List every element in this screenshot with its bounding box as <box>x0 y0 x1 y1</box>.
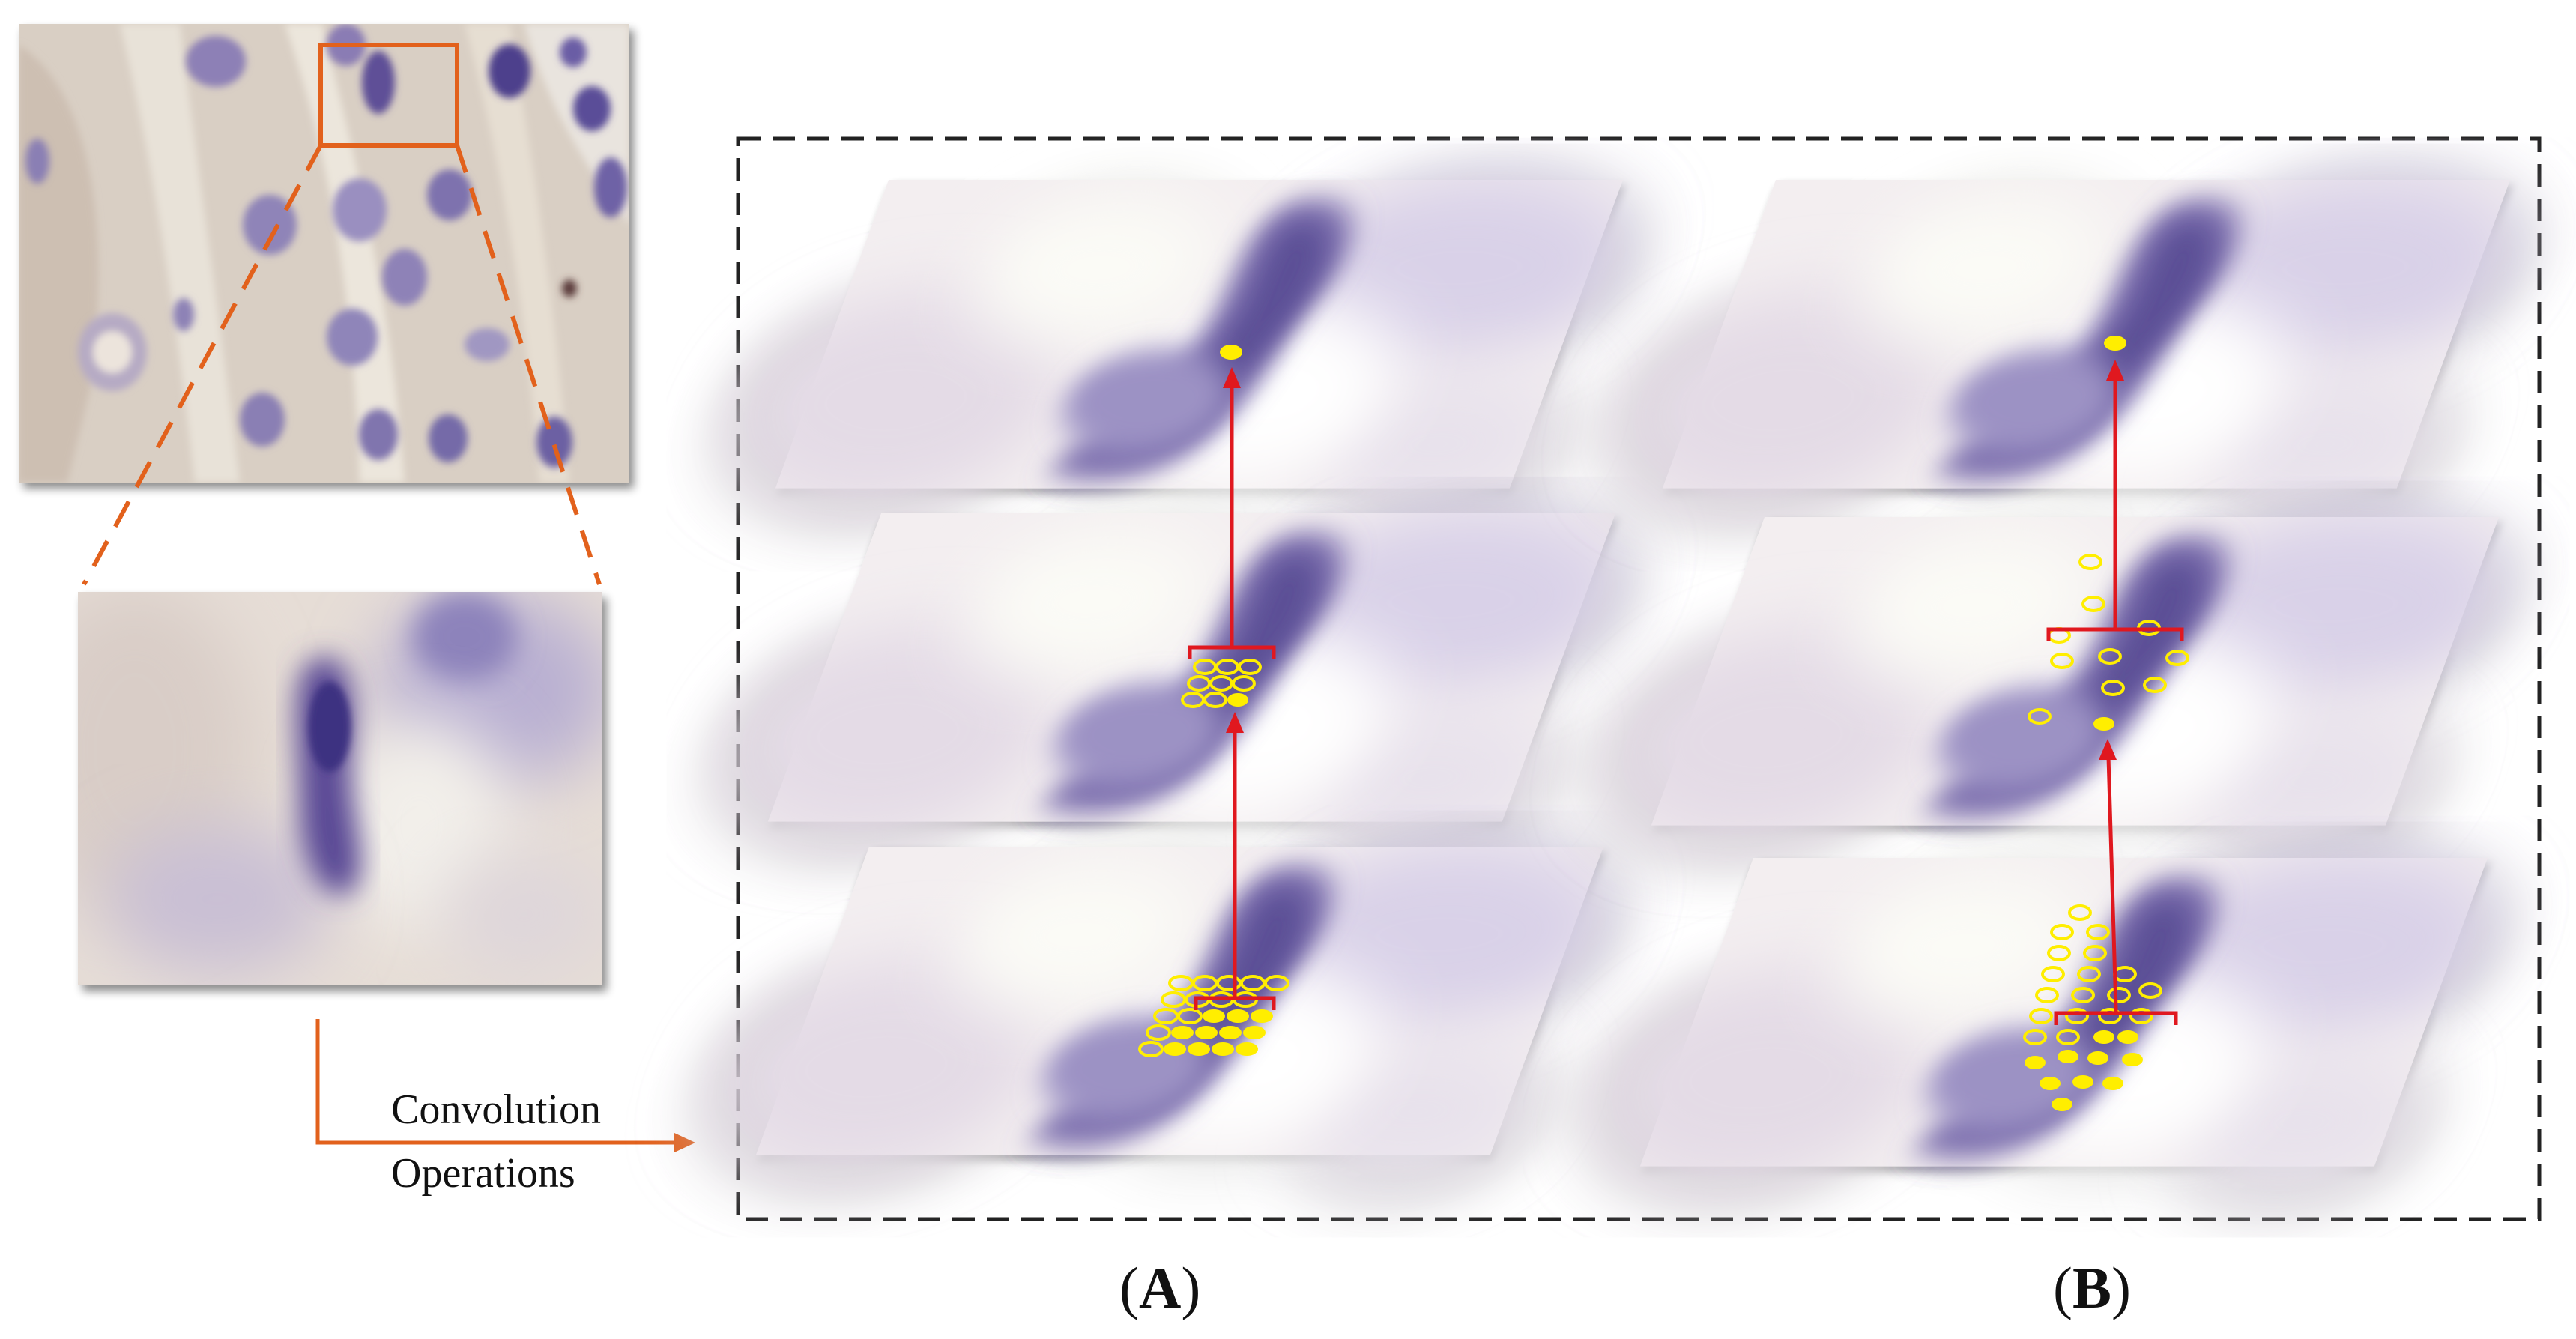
convolution-label-line1: Convolution <box>391 1086 602 1133</box>
panel-label-a-letter: A <box>1138 1255 1182 1320</box>
panel-b-top-point <box>2104 336 2126 351</box>
panel-a-layer-middle <box>683 506 1654 851</box>
comparison-frame <box>736 136 2542 1221</box>
panel-b-middle-bracket <box>2046 625 2184 641</box>
panel-b-bottom-sampling-points <box>2025 1030 2143 1111</box>
panel-b-overlay <box>2023 336 2189 1111</box>
convolution-arrowhead <box>674 1133 695 1152</box>
zoom-region-box <box>318 43 459 148</box>
panel-a-middle-center-point <box>1227 693 1248 707</box>
tissue-image <box>19 24 629 483</box>
panel-label-a: (A) <box>1119 1259 1200 1317</box>
panel-b-layer-middle <box>1567 510 2538 855</box>
panel-label-a-open: ( <box>1119 1255 1139 1320</box>
panel-a-overlay <box>1138 345 1289 1057</box>
panel-a-middle-sampling-grid <box>1181 659 1262 708</box>
zoom-connector-left <box>82 144 323 586</box>
panel-a-middle-bracket <box>1188 643 1276 659</box>
panel-a-bottom-sampling-points <box>1164 1009 1273 1056</box>
panel-label-b: (B) <box>2053 1259 2131 1317</box>
convolution-label-line2: Operations <box>391 1150 575 1197</box>
panel-a-bottom-bracket <box>1194 994 1276 1010</box>
panel-b-bottom-bracket <box>2054 1009 2178 1025</box>
panel-a-top-point <box>1220 345 1242 360</box>
panel-a-layer-top <box>691 172 1662 518</box>
zoomed-patch <box>78 592 602 985</box>
zoom-connector-right <box>455 145 602 585</box>
panel-b-layer-top <box>1578 172 2549 518</box>
convolution-arrow <box>315 1019 678 1145</box>
panel-label-a-close: ) <box>1181 1255 1201 1320</box>
panel-b-arrow-lower <box>2106 756 2118 1009</box>
panel-label-b-open: ( <box>2053 1255 2072 1320</box>
panel-label-b-letter: B <box>2072 1255 2112 1320</box>
panel-b-middle-center-point <box>2093 717 2114 731</box>
panel-label-b-close: ) <box>2111 1255 2131 1320</box>
